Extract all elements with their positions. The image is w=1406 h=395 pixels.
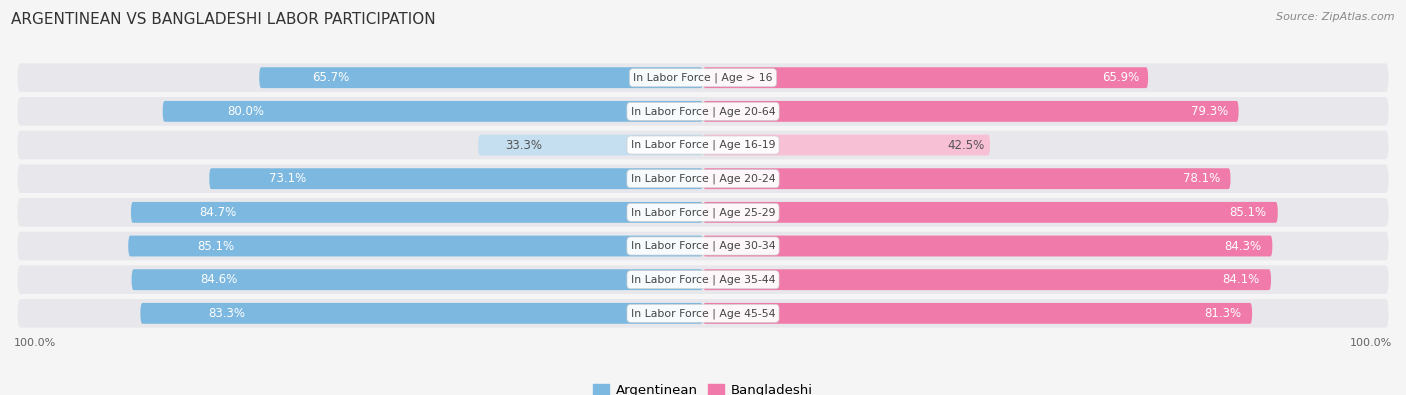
Legend: Argentinean, Bangladeshi: Argentinean, Bangladeshi (588, 379, 818, 395)
FancyBboxPatch shape (478, 135, 703, 156)
FancyBboxPatch shape (17, 299, 1389, 328)
FancyBboxPatch shape (163, 101, 703, 122)
Text: 78.1%: 78.1% (1182, 172, 1220, 185)
Text: Source: ZipAtlas.com: Source: ZipAtlas.com (1277, 12, 1395, 22)
Text: 83.3%: 83.3% (208, 307, 245, 320)
FancyBboxPatch shape (703, 135, 990, 156)
Text: 100.0%: 100.0% (1350, 338, 1392, 348)
FancyBboxPatch shape (17, 63, 1389, 92)
Text: 85.1%: 85.1% (197, 239, 235, 252)
Text: 84.3%: 84.3% (1223, 239, 1261, 252)
Text: 42.5%: 42.5% (948, 139, 984, 152)
Text: 84.7%: 84.7% (200, 206, 236, 219)
FancyBboxPatch shape (17, 198, 1389, 227)
Text: 73.1%: 73.1% (269, 172, 305, 185)
FancyBboxPatch shape (703, 67, 1149, 88)
Text: 33.3%: 33.3% (505, 139, 543, 152)
Text: In Labor Force | Age 16-19: In Labor Force | Age 16-19 (631, 140, 775, 150)
Text: In Labor Force | Age 35-44: In Labor Force | Age 35-44 (631, 275, 775, 285)
FancyBboxPatch shape (259, 67, 703, 88)
Text: In Labor Force | Age 25-29: In Labor Force | Age 25-29 (631, 207, 775, 218)
Text: 80.0%: 80.0% (228, 105, 264, 118)
FancyBboxPatch shape (703, 168, 1230, 189)
Text: In Labor Force | Age 20-24: In Labor Force | Age 20-24 (631, 173, 775, 184)
Text: 65.7%: 65.7% (312, 71, 350, 84)
Text: ARGENTINEAN VS BANGLADESHI LABOR PARTICIPATION: ARGENTINEAN VS BANGLADESHI LABOR PARTICI… (11, 12, 436, 27)
Text: In Labor Force | Age 30-34: In Labor Force | Age 30-34 (631, 241, 775, 251)
FancyBboxPatch shape (17, 232, 1389, 260)
FancyBboxPatch shape (17, 97, 1389, 126)
FancyBboxPatch shape (703, 269, 1271, 290)
FancyBboxPatch shape (17, 164, 1389, 193)
Text: In Labor Force | Age 45-54: In Labor Force | Age 45-54 (631, 308, 775, 319)
FancyBboxPatch shape (703, 235, 1272, 256)
FancyBboxPatch shape (703, 303, 1253, 324)
Text: 65.9%: 65.9% (1102, 71, 1139, 84)
FancyBboxPatch shape (128, 235, 703, 256)
Text: 84.1%: 84.1% (1222, 273, 1260, 286)
FancyBboxPatch shape (132, 269, 703, 290)
Text: 100.0%: 100.0% (14, 338, 56, 348)
Text: 84.6%: 84.6% (200, 273, 238, 286)
FancyBboxPatch shape (209, 168, 703, 189)
FancyBboxPatch shape (131, 202, 703, 223)
FancyBboxPatch shape (703, 202, 1278, 223)
Text: In Labor Force | Age 20-64: In Labor Force | Age 20-64 (631, 106, 775, 117)
FancyBboxPatch shape (141, 303, 703, 324)
FancyBboxPatch shape (17, 131, 1389, 159)
FancyBboxPatch shape (703, 101, 1239, 122)
Text: 85.1%: 85.1% (1229, 206, 1267, 219)
Text: In Labor Force | Age > 16: In Labor Force | Age > 16 (633, 72, 773, 83)
FancyBboxPatch shape (17, 265, 1389, 294)
Text: 79.3%: 79.3% (1191, 105, 1227, 118)
Text: 81.3%: 81.3% (1204, 307, 1241, 320)
